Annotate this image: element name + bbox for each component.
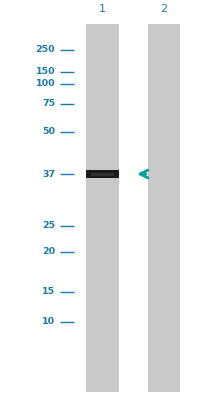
- Text: 50: 50: [42, 128, 55, 136]
- Text: 10: 10: [42, 318, 55, 326]
- Bar: [86, 170, 118, 178]
- Text: 25: 25: [42, 222, 55, 230]
- Text: 100: 100: [35, 80, 55, 88]
- Text: 250: 250: [35, 46, 55, 54]
- Bar: [147, 24, 180, 392]
- Text: 15: 15: [42, 288, 55, 296]
- Text: 1: 1: [99, 4, 105, 14]
- Text: 2: 2: [160, 4, 167, 14]
- Text: 75: 75: [42, 100, 55, 108]
- Text: 37: 37: [42, 170, 55, 178]
- Bar: [91, 173, 113, 176]
- Text: 150: 150: [35, 68, 55, 76]
- Bar: [86, 24, 118, 392]
- Text: 20: 20: [42, 248, 55, 256]
